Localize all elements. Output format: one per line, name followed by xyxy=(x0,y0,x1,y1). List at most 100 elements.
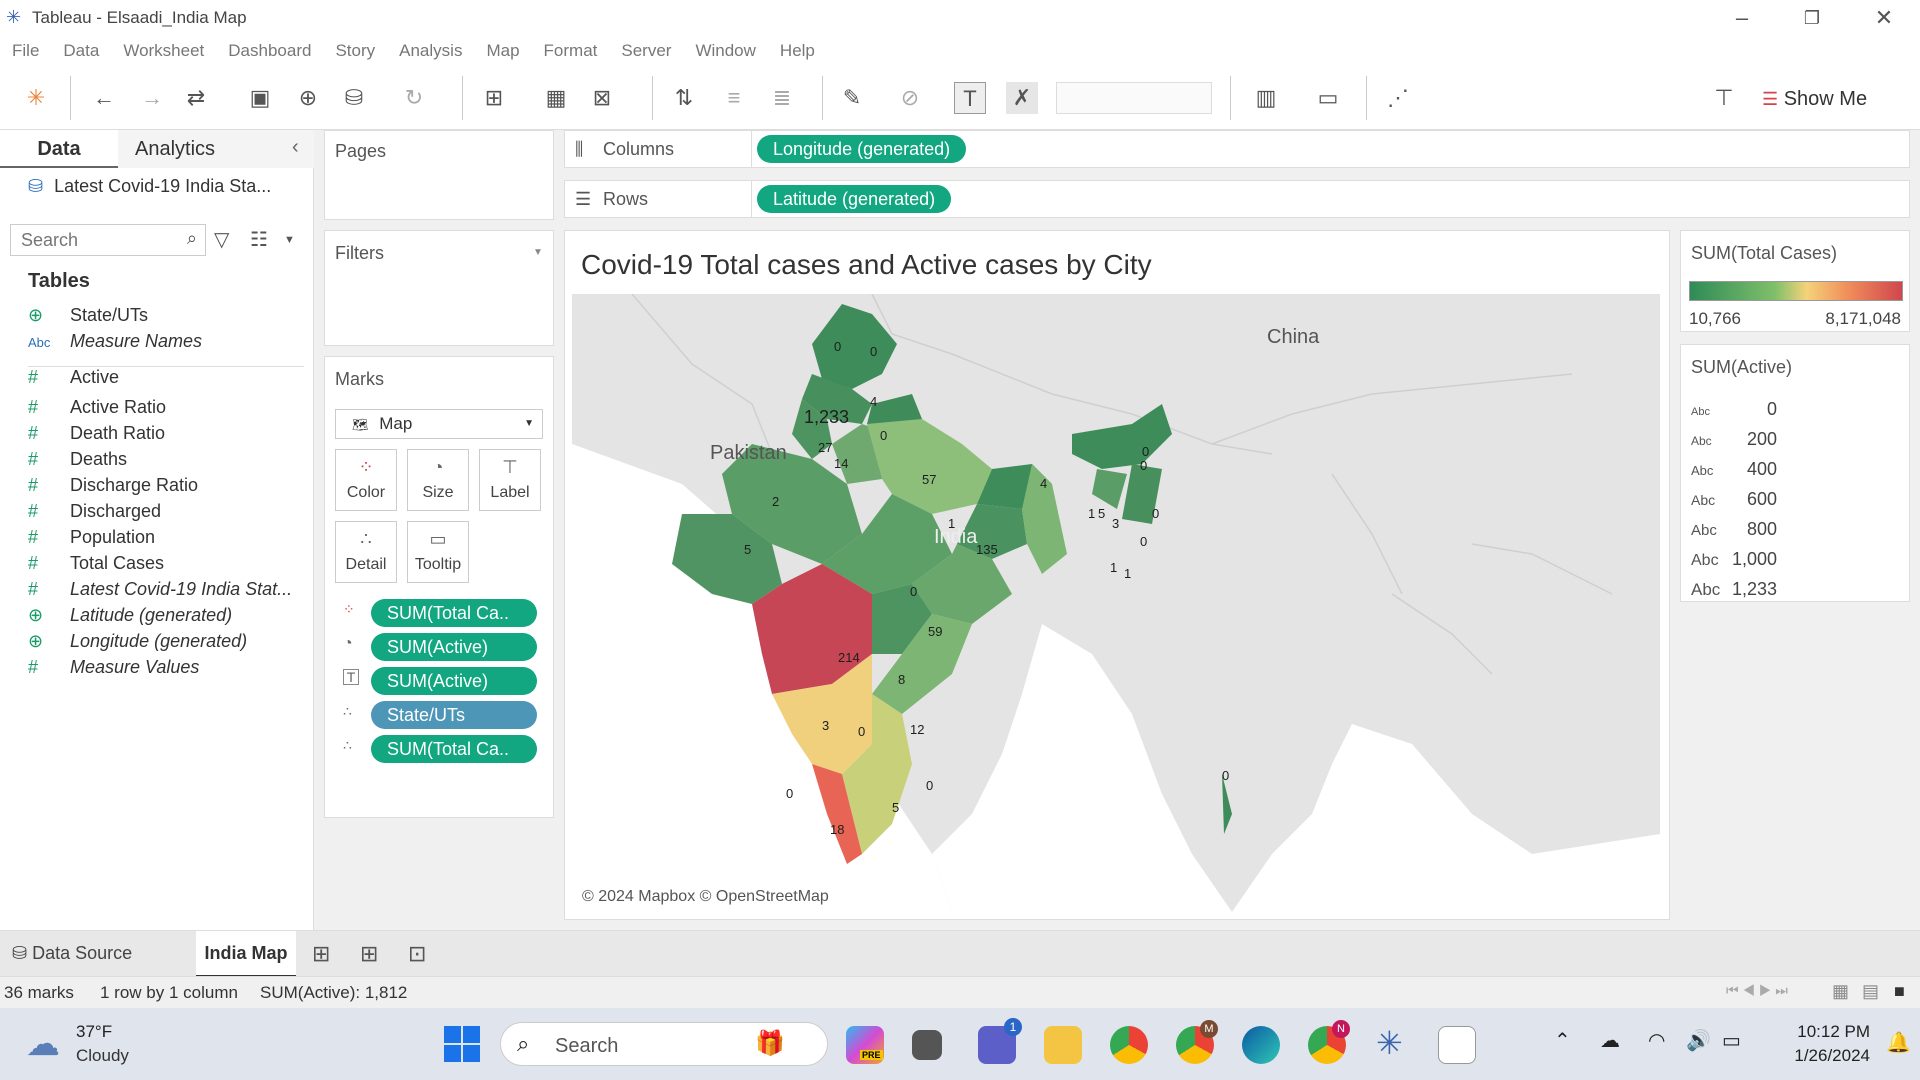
highlight-icon[interactable]: ✎ xyxy=(842,85,862,110)
region-jharkhand[interactable] xyxy=(957,504,1027,559)
region-gujarat[interactable] xyxy=(672,514,782,604)
field-item[interactable]: # Latest Covid-19 India Stat... xyxy=(28,574,292,604)
onedrive-icon[interactable]: ☁ xyxy=(1600,1030,1620,1052)
field-item[interactable]: Abc Measure Names xyxy=(28,326,202,356)
region-northeast[interactable] xyxy=(1122,464,1162,524)
region-tamil-nadu[interactable] xyxy=(842,694,912,854)
menu-item-dashboard[interactable]: Dashboard xyxy=(228,41,312,60)
tab-data[interactable]: Data xyxy=(0,130,118,168)
task-view-icon[interactable] xyxy=(912,1030,942,1060)
duplicate-sheet-icon[interactable]: ▦ xyxy=(545,85,567,110)
minimize-button[interactable]: – xyxy=(1735,5,1749,30)
field-item[interactable]: ⊕ Longitude (generated) xyxy=(28,626,247,656)
chrome-icon[interactable] xyxy=(1110,1026,1148,1064)
teams-icon[interactable]: 1 xyxy=(978,1018,1022,1064)
size-legend-item[interactable]: Abc 800 xyxy=(1691,519,1777,539)
menu-item-help[interactable]: Help xyxy=(779,41,815,60)
field-item[interactable]: # Deaths xyxy=(28,444,127,474)
edge-icon[interactable] xyxy=(1242,1026,1280,1064)
filmstrip-icon[interactable]: ■ xyxy=(1894,981,1905,1001)
region-west-bengal[interactable] xyxy=(1022,464,1067,574)
taskbar-search[interactable]: ⌕ Search 🎁 xyxy=(500,1022,828,1066)
region-kerala[interactable] xyxy=(812,764,862,864)
wifi-icon[interactable]: ◠ xyxy=(1648,1030,1666,1052)
marks-pill-detail-total[interactable]: SUM(Total Ca.. xyxy=(371,735,537,763)
region-uttar-pradesh[interactable] xyxy=(867,419,992,514)
new-dashboard-icon[interactable]: ⊞ xyxy=(360,941,379,966)
region-punjab[interactable] xyxy=(792,399,832,459)
field-item[interactable]: # Measure Values xyxy=(28,652,199,682)
field-item[interactable]: # Population xyxy=(28,522,155,552)
weather-condition[interactable]: Cloudy xyxy=(76,1046,129,1065)
size-legend-item[interactable]: Abc 0 xyxy=(1691,399,1777,419)
refresh-icon[interactable]: ↻ xyxy=(404,85,424,110)
field-item[interactable]: # Discharge Ratio xyxy=(28,470,198,500)
detail-button[interactable]: ∴ Detail xyxy=(335,521,397,583)
undo-icon[interactable]: ← xyxy=(93,85,115,110)
show-labels-icon[interactable]: T xyxy=(954,82,986,114)
show-me-button[interactable]: ☰ Show Me xyxy=(1762,88,1868,110)
clock-time[interactable]: 10:12 PM xyxy=(1797,1022,1870,1041)
size-legend-item[interactable]: Abc 1,233 xyxy=(1691,579,1777,599)
size-legend-item[interactable]: Abc 200 xyxy=(1691,429,1777,449)
nav-first-icon[interactable]: ⏮ ◀ ▶ ⏭ xyxy=(1726,982,1788,998)
new-story-icon[interactable]: ⊡ xyxy=(408,941,427,966)
chevron-up-icon[interactable]: ⌃ xyxy=(1554,1030,1571,1052)
close-button[interactable]: ✕ xyxy=(1874,5,1894,30)
color-button[interactable]: ⁘ Color xyxy=(335,449,397,511)
filters-shelf[interactable]: Filters ▼ xyxy=(324,230,554,346)
menu-item-story[interactable]: Story xyxy=(335,41,376,60)
region-odisha-chhattisgarh[interactable] xyxy=(912,544,1012,624)
new-worksheet-icon[interactable]: ⊞ xyxy=(312,941,331,966)
presentation-icon[interactable]: ▭ xyxy=(1317,85,1339,110)
marks-pill-size[interactable]: SUM(Active) xyxy=(371,633,537,661)
share-icon[interactable]: ⋰ xyxy=(1387,85,1409,110)
copilot-icon[interactable]: PRE xyxy=(846,1026,884,1064)
view-options-icon[interactable]: ☷ xyxy=(250,229,268,251)
region-andhra-pradesh[interactable] xyxy=(872,614,972,714)
size-legend-item[interactable]: Abc 400 xyxy=(1691,459,1777,479)
list-view-icon[interactable]: ▤ xyxy=(1862,981,1880,1001)
search-input[interactable] xyxy=(11,225,161,255)
data-source-tab[interactable]: ⛁ Data Source xyxy=(12,943,133,963)
region-karnataka[interactable] xyxy=(772,654,872,774)
tooltip-button[interactable]: ▭ Tooltip xyxy=(407,521,469,583)
region-andaman[interactable] xyxy=(1222,774,1232,834)
grid-view-icon[interactable]: ▦ xyxy=(1832,981,1850,1001)
datasource-item[interactable]: ⛁ Latest Covid-19 India Sta... xyxy=(28,176,272,196)
sheet-tab-india-map[interactable]: India Map xyxy=(196,931,296,977)
battery-icon[interactable]: ▭ xyxy=(1722,1030,1741,1052)
size-button[interactable]: ◔ Size xyxy=(407,449,469,511)
fit-dropdown[interactable] xyxy=(1056,82,1212,114)
field-item[interactable]: # Discharged xyxy=(28,496,161,526)
menu-item-map[interactable]: Map xyxy=(486,41,520,60)
region-rajasthan[interactable] xyxy=(722,444,862,564)
label-button[interactable]: ⊤ Label xyxy=(479,449,541,511)
region-jammu-kashmir[interactable] xyxy=(812,304,897,389)
datasource-icon[interactable]: ⛁ xyxy=(344,85,364,110)
region-himachal[interactable] xyxy=(802,374,872,424)
size-legend-item[interactable]: Abc 1,000 xyxy=(1691,549,1777,569)
field-item[interactable]: # Active Ratio xyxy=(28,392,166,422)
marks-pill-detail-state[interactable]: State/UTs xyxy=(371,701,537,729)
sort-ascending-icon[interactable]: ≡ xyxy=(727,85,741,110)
menu-item-server[interactable]: Server xyxy=(621,41,672,60)
region-meghalaya[interactable] xyxy=(1092,469,1127,509)
chevron-down-icon[interactable]: ▼ xyxy=(284,234,295,246)
redo-icon[interactable]: → xyxy=(141,85,163,110)
tableau-active-icon[interactable] xyxy=(1438,1026,1476,1064)
menu-item-data[interactable]: Data xyxy=(63,41,100,60)
field-item[interactable]: # Active xyxy=(28,362,119,392)
clear-sheet-icon[interactable]: ⊠ xyxy=(592,85,612,110)
menu-item-analysis[interactable]: Analysis xyxy=(399,41,463,60)
marks-pill-color[interactable]: SUM(Total Ca.. xyxy=(371,599,537,627)
tableau-taskbar-icon[interactable]: ✳ xyxy=(1376,1025,1403,1061)
clock-date[interactable]: 1/26/2024 xyxy=(1794,1046,1870,1065)
region-telangana[interactable] xyxy=(872,584,932,654)
volume-icon[interactable]: 🔊 xyxy=(1686,1030,1711,1052)
columns-shelf[interactable]: ⫼ Columns Longitude (generated) xyxy=(564,130,1910,168)
region-assam[interactable] xyxy=(1072,404,1172,469)
size-legend-item[interactable]: Abc 600 xyxy=(1691,489,1777,509)
menu-item-file[interactable]: File xyxy=(12,41,40,60)
swap-rows-columns-icon[interactable]: ⇅ xyxy=(674,85,694,110)
